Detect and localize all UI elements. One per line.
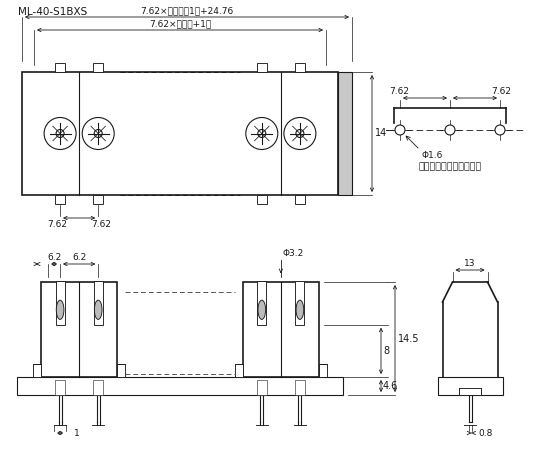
Bar [257, 63, 267, 72]
Ellipse shape [56, 300, 64, 320]
Bar [55, 380, 65, 395]
Text: Φ3.2: Φ3.2 [283, 249, 304, 258]
Text: 13: 13 [464, 259, 476, 268]
Bar [93, 380, 103, 395]
Bar [243, 282, 319, 377]
Bar [295, 195, 305, 204]
Circle shape [94, 130, 102, 138]
Text: 8: 8 [383, 346, 389, 356]
Bar [257, 195, 267, 204]
Circle shape [82, 117, 114, 149]
Bar [437, 377, 503, 395]
Circle shape [246, 117, 278, 149]
Bar [295, 281, 305, 325]
Text: 4.6: 4.6 [383, 381, 399, 391]
Bar [295, 63, 305, 72]
Circle shape [284, 117, 316, 149]
Text: 7.62×（極数+1）: 7.62×（極数+1） [149, 19, 211, 28]
Text: 0.8: 0.8 [478, 428, 492, 437]
Circle shape [445, 125, 455, 135]
Circle shape [258, 130, 266, 138]
Text: 7.62: 7.62 [491, 87, 511, 96]
Bar [235, 364, 243, 377]
Bar [338, 72, 352, 195]
Bar [55, 63, 65, 72]
Text: 1: 1 [74, 428, 80, 437]
Circle shape [56, 130, 64, 138]
Bar [257, 281, 266, 325]
Circle shape [44, 117, 76, 149]
Ellipse shape [94, 300, 102, 320]
Bar [41, 282, 117, 377]
Circle shape [495, 125, 505, 135]
Text: Φ1.6: Φ1.6 [421, 151, 442, 160]
Text: 7.62: 7.62 [91, 220, 111, 229]
Text: 7.62: 7.62 [47, 220, 67, 229]
Text: 7.62: 7.62 [389, 87, 409, 96]
Text: 6.2: 6.2 [72, 253, 86, 262]
Text: ML-40-S1BXS: ML-40-S1BXS [18, 7, 87, 17]
Ellipse shape [258, 300, 266, 320]
Bar [56, 281, 65, 325]
Bar [117, 364, 125, 377]
Ellipse shape [296, 300, 303, 320]
Text: プリント基板用取付孔例: プリント基板用取付孔例 [418, 162, 482, 171]
Bar [459, 388, 481, 395]
Bar [93, 195, 103, 204]
Bar [22, 72, 338, 195]
Circle shape [296, 130, 304, 138]
Text: 14: 14 [375, 129, 387, 139]
Text: 7.62×（極数－1）+24.76: 7.62×（極数－1）+24.76 [140, 6, 234, 15]
Bar [17, 377, 343, 395]
Bar [55, 195, 65, 204]
Bar [33, 364, 41, 377]
Bar [257, 380, 267, 395]
Bar [319, 364, 327, 377]
Bar [93, 63, 103, 72]
Bar [94, 281, 103, 325]
Bar [295, 380, 305, 395]
Text: 14.5: 14.5 [398, 333, 420, 343]
Text: 6.2: 6.2 [47, 253, 61, 262]
Circle shape [395, 125, 405, 135]
